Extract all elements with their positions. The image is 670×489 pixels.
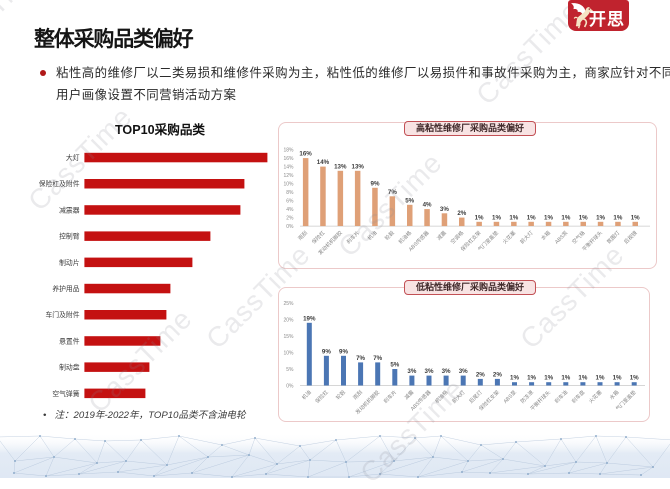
svg-text:8%: 8% xyxy=(286,190,294,196)
svg-text:13%: 13% xyxy=(334,163,347,170)
svg-text:2%: 2% xyxy=(493,371,502,378)
svg-text:1%: 1% xyxy=(561,375,570,382)
svg-text:1%: 1% xyxy=(527,375,536,382)
svg-text:1%: 1% xyxy=(509,214,518,221)
svg-text:7%: 7% xyxy=(356,355,365,362)
svg-text:空调格: 空调格 xyxy=(449,228,466,245)
svg-text:1%: 1% xyxy=(613,214,622,221)
svg-text:16%: 16% xyxy=(299,151,312,158)
svg-text:机油格: 机油格 xyxy=(433,388,450,405)
svg-text:19%: 19% xyxy=(303,315,316,322)
svg-text:18%: 18% xyxy=(283,147,294,153)
svg-text:1%: 1% xyxy=(544,375,553,382)
svg-text:7%: 7% xyxy=(373,355,382,362)
svg-text:前大灯: 前大灯 xyxy=(450,388,467,405)
svg-text:2%: 2% xyxy=(476,371,485,378)
svg-text:1%: 1% xyxy=(630,375,639,382)
svg-text:1%: 1% xyxy=(579,214,588,221)
svg-text:0%: 0% xyxy=(286,224,294,230)
svg-text:3%: 3% xyxy=(442,368,451,375)
svg-text:刹车油: 刹车油 xyxy=(553,388,570,405)
svg-text:雨刮: 雨刮 xyxy=(296,229,309,242)
svg-text:车门及附件: 车门及附件 xyxy=(46,310,80,319)
svg-text:保险杠及附件: 保险杠及附件 xyxy=(39,179,80,188)
svg-text:机油: 机油 xyxy=(365,229,378,242)
svg-text:控制臂: 控制臂 xyxy=(59,232,80,241)
svg-text:1%: 1% xyxy=(596,375,605,382)
svg-text:轮毂: 轮毂 xyxy=(383,229,396,242)
svg-text:保险杠: 保险杠 xyxy=(313,388,330,405)
svg-text:火花塞: 火花塞 xyxy=(587,388,604,405)
svg-text:养护用品: 养护用品 xyxy=(52,284,79,293)
svg-text:机油格: 机油格 xyxy=(396,228,413,245)
svg-text:1%: 1% xyxy=(492,214,501,221)
svg-text:减震: 减震 xyxy=(402,388,415,401)
svg-text:5%: 5% xyxy=(405,197,414,204)
svg-text:1%: 1% xyxy=(561,214,570,221)
svg-text:雨刮: 雨刮 xyxy=(351,388,364,401)
svg-text:9%: 9% xyxy=(371,180,380,187)
svg-text:ABS泵: ABS泵 xyxy=(502,389,518,405)
svg-text:减震器: 减震器 xyxy=(59,205,80,214)
svg-text:14%: 14% xyxy=(317,159,330,166)
svg-text:1%: 1% xyxy=(596,214,605,221)
svg-text:后尾灯: 后尾灯 xyxy=(467,388,484,405)
svg-text:1%: 1% xyxy=(527,214,536,221)
svg-text:保险杠: 保险杠 xyxy=(310,229,327,246)
svg-text:后视镜: 后视镜 xyxy=(622,229,639,246)
svg-text:空气弹簧: 空气弹簧 xyxy=(52,389,79,398)
svg-text:大灯: 大灯 xyxy=(66,153,80,162)
svg-text:3%: 3% xyxy=(425,368,434,375)
svg-text:水箱: 水箱 xyxy=(608,388,621,401)
svg-text:7%: 7% xyxy=(388,189,397,196)
svg-text:6%: 6% xyxy=(286,198,294,204)
svg-text:制动盘: 制动盘 xyxy=(59,363,80,372)
svg-text:4%: 4% xyxy=(423,202,432,209)
svg-text:1%: 1% xyxy=(578,375,587,382)
svg-text:9%: 9% xyxy=(322,348,331,355)
svg-text:10%: 10% xyxy=(283,350,294,356)
svg-text:3%: 3% xyxy=(440,206,449,213)
svg-text:4%: 4% xyxy=(286,207,294,213)
svg-text:10%: 10% xyxy=(283,181,294,187)
svg-text:TOP10采购品类: TOP10采购品类 xyxy=(115,122,205,137)
svg-text:5%: 5% xyxy=(390,362,399,369)
svg-text:1%: 1% xyxy=(631,214,640,221)
svg-text:9%: 9% xyxy=(339,348,348,355)
svg-text:12%: 12% xyxy=(283,173,294,179)
svg-text:防冻液: 防冻液 xyxy=(518,388,535,405)
svg-text:16%: 16% xyxy=(283,156,294,162)
svg-text:3%: 3% xyxy=(459,368,468,375)
svg-text:2%: 2% xyxy=(286,215,294,221)
svg-text:ABS泵: ABS泵 xyxy=(553,230,569,246)
svg-text:2%: 2% xyxy=(457,210,466,217)
svg-text:20%: 20% xyxy=(283,317,294,323)
svg-text:1%: 1% xyxy=(475,214,484,221)
svg-text:15%: 15% xyxy=(283,334,294,340)
svg-text:1%: 1% xyxy=(544,214,553,221)
svg-text:制动片: 制动片 xyxy=(59,258,80,267)
svg-text:14%: 14% xyxy=(283,164,294,170)
svg-text:刹车片: 刹车片 xyxy=(344,229,361,246)
svg-text:25%: 25% xyxy=(283,301,294,307)
svg-text:13%: 13% xyxy=(352,163,365,170)
svg-text:机油: 机油 xyxy=(300,388,313,401)
svg-text:水箱: 水箱 xyxy=(539,229,552,242)
svg-text:空气格: 空气格 xyxy=(570,228,587,245)
svg-text:前大灯: 前大灯 xyxy=(518,229,535,246)
svg-text:减震: 减震 xyxy=(435,229,448,242)
svg-text:轮毂: 轮毂 xyxy=(334,388,347,401)
svg-text:刹车片: 刹车片 xyxy=(382,388,399,405)
svg-text:0%: 0% xyxy=(286,383,294,389)
svg-text:5%: 5% xyxy=(286,367,294,373)
svg-text:刹车盘: 刹车盘 xyxy=(570,388,587,405)
svg-text:1%: 1% xyxy=(613,375,622,382)
svg-text:氛围灯: 氛围灯 xyxy=(605,229,622,246)
svg-text:3%: 3% xyxy=(407,368,416,375)
svg-text:火花塞: 火花塞 xyxy=(501,229,518,246)
svg-text:悬置件: 悬置件 xyxy=(59,336,80,345)
svg-text:1%: 1% xyxy=(510,375,519,382)
